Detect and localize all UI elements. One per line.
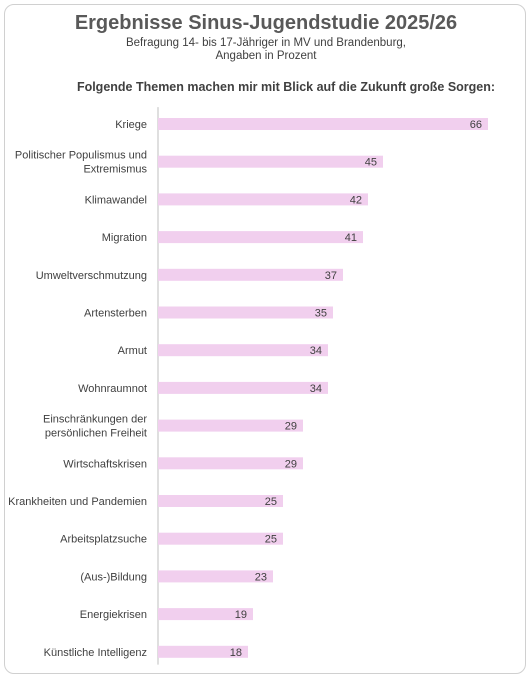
category-label-line: Migration <box>102 232 147 244</box>
category-label-line: (Aus-)Bildung <box>80 571 147 583</box>
category-label-line: persönlichen Freiheit <box>45 428 147 440</box>
bar-8 <box>158 419 303 432</box>
data-label-5: 35 <box>315 308 327 320</box>
category-label-6: Armut <box>118 345 147 357</box>
data-label-8: 29 <box>285 421 297 433</box>
data-label-10: 25 <box>265 496 277 508</box>
category-label-13: Energiekrisen <box>80 609 147 621</box>
bar-13 <box>158 608 253 621</box>
bar-6 <box>158 344 328 357</box>
chart-title: Ergebnisse Sinus-Jugendstudie 2025/26 <box>74 12 458 34</box>
data-label-14: 18 <box>230 647 242 659</box>
data-label-9: 29 <box>285 458 297 470</box>
bar-1 <box>158 155 383 168</box>
category-label-8: Einschränkungen der persönlichen Freiheit <box>43 414 147 440</box>
bar-4 <box>158 268 343 281</box>
bar-0 <box>158 118 488 130</box>
data-label-13: 19 <box>235 609 247 621</box>
category-label-line: Politischer Populismus und <box>15 150 147 162</box>
data-label-4: 37 <box>325 270 337 282</box>
category-label-line: Klimawandel <box>85 194 147 206</box>
bar-11 <box>158 532 283 545</box>
data-label-7: 34 <box>310 383 322 395</box>
category-label-9: Wirtschaftskrisen <box>63 458 147 470</box>
bar-9 <box>158 457 303 470</box>
data-label-11: 25 <box>265 534 277 546</box>
chart-card <box>4 4 526 674</box>
data-label-2: 42 <box>350 194 362 206</box>
data-label-1: 45 <box>365 157 377 169</box>
chart-subtitle-line1: Befragung 14- bis 17-Jähriger in MV und … <box>125 37 406 49</box>
category-label-line: Armut <box>118 345 147 357</box>
chart-subtitle-line2: Angaben in Prozent <box>215 50 317 62</box>
category-label-10: Krankheiten und Pandemien <box>8 496 147 508</box>
category-label-line: Wohnraumnot <box>78 383 147 395</box>
category-label-line: Umweltverschmutzung <box>36 270 147 282</box>
category-label-1: Politischer Populismus und Extremismus <box>15 150 148 176</box>
category-label-line: Artensterben <box>84 308 147 320</box>
data-label-0: 66 <box>470 119 482 131</box>
chart-question: Folgende Themen machen mir mit Blick auf… <box>76 80 496 94</box>
bar-2 <box>158 193 368 206</box>
category-label-line: Wirtschaftskrisen <box>63 458 147 470</box>
category-label-5: Artensterben <box>84 308 147 320</box>
category-label-line: Kriege <box>115 119 147 131</box>
category-label-2: Klimawandel <box>85 194 147 206</box>
bar-5 <box>158 306 333 319</box>
bar-10 <box>158 495 283 507</box>
data-label-12: 23 <box>255 571 267 583</box>
category-label-line: Einschränkungen der <box>43 414 147 426</box>
data-label-3: 41 <box>345 232 357 244</box>
category-label-11: Arbeitsplatzsuche <box>60 534 147 546</box>
category-label-4: Umweltverschmutzung <box>36 270 147 282</box>
category-label-7: Wohnraumnot <box>78 383 147 395</box>
category-label-0: Kriege <box>115 119 147 131</box>
category-label-line: Arbeitsplatzsuche <box>60 534 147 546</box>
bar-12 <box>158 570 273 583</box>
category-label-line: Künstliche Intelligenz <box>44 647 147 659</box>
data-label-6: 34 <box>310 345 322 357</box>
category-label-12: (Aus-)Bildung <box>80 571 147 583</box>
category-label-14: Künstliche Intelligenz <box>44 647 147 659</box>
bar-7 <box>158 381 328 394</box>
category-label-line: Krankheiten und Pandemien <box>8 496 147 508</box>
category-label-line: Energiekrisen <box>80 609 147 621</box>
category-label-3: Migration <box>102 232 147 244</box>
bar-3 <box>158 231 363 244</box>
bar-14 <box>158 645 248 658</box>
category-label-line: Extremismus <box>83 164 147 176</box>
